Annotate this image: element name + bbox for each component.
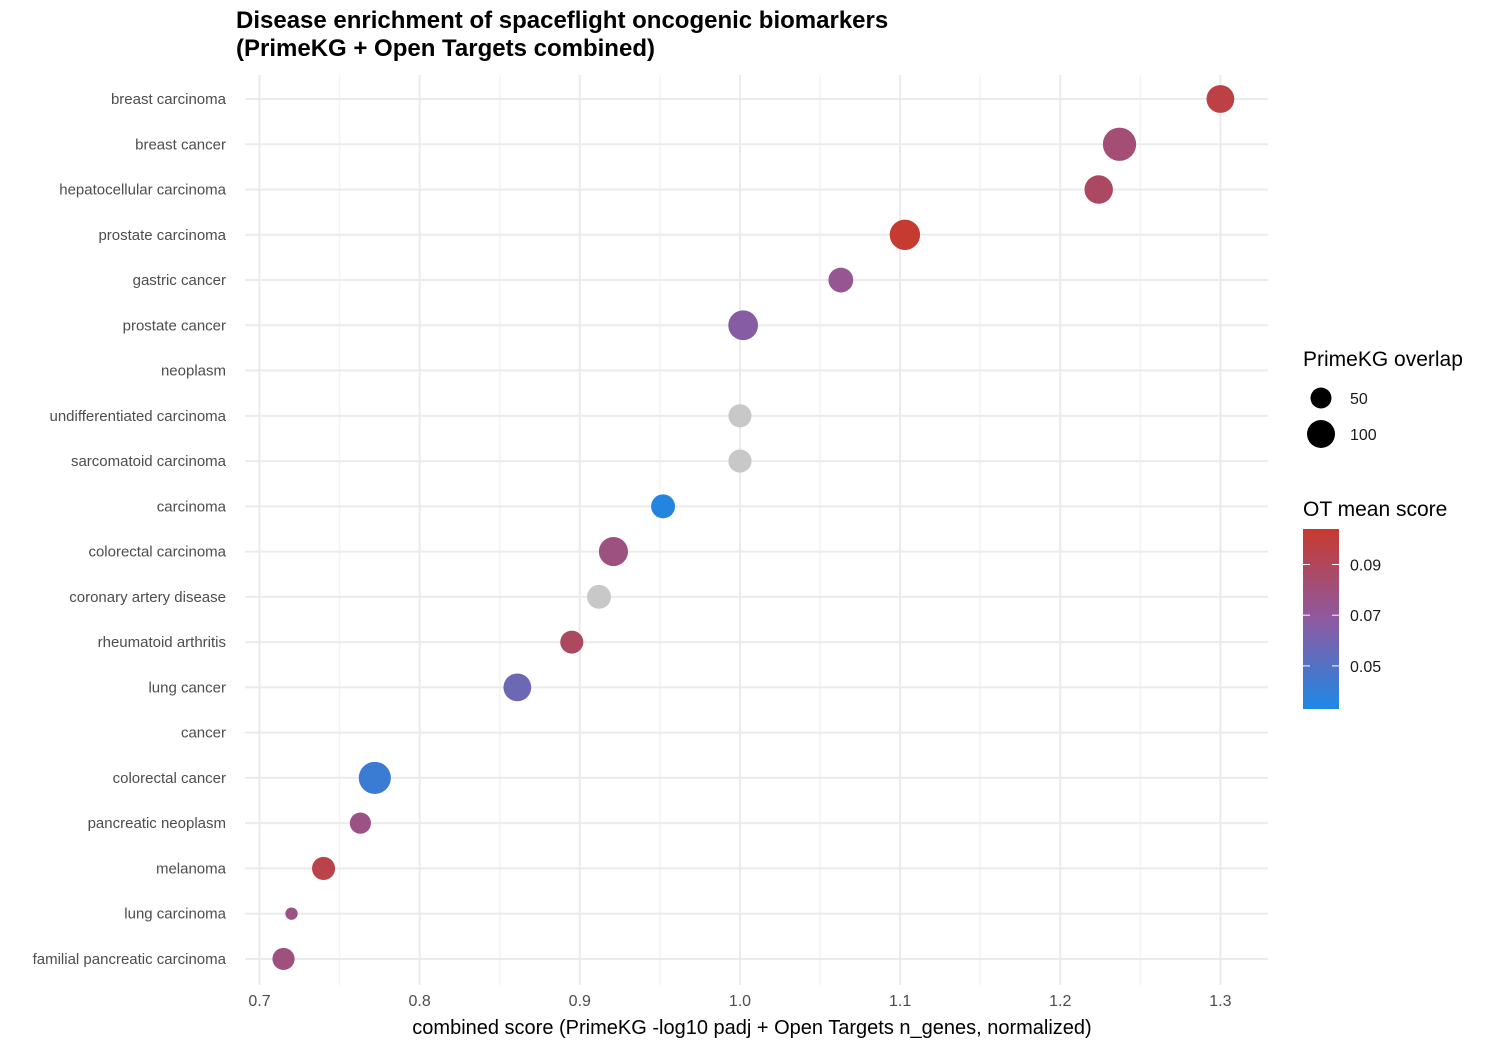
y-tick-label: colorectal carcinoma	[88, 544, 226, 561]
color-legend-label: 0.09	[1350, 557, 1381, 574]
y-tick-label: prostate carcinoma	[98, 227, 226, 244]
size-legend-label: 50	[1350, 391, 1368, 408]
x-axis-title: combined score (PrimeKG -log10 padj + Op…	[412, 1017, 1091, 1039]
color-legend-colorbar	[1303, 529, 1339, 709]
size-legend: PrimeKG overlap 50 100	[1303, 348, 1463, 448]
y-tick-label: neoplasm	[161, 363, 226, 380]
y-tick-label: cancer	[181, 725, 226, 742]
y-tick-label: gastric cancer	[133, 272, 226, 289]
x-tick-label: 1.3	[1209, 993, 1231, 1010]
x-axis-tick-labels: 0.7 0.8 0.9 1.0 1.1 1.2 1.3	[248, 993, 1231, 1010]
size-legend-key	[1307, 420, 1335, 448]
data-point	[358, 761, 391, 794]
x-tick-label: 1.1	[889, 993, 911, 1010]
data-point	[828, 267, 854, 293]
color-legend-label: 0.05	[1350, 659, 1381, 676]
x-tick-label: 0.7	[248, 993, 270, 1010]
y-tick-label: pancreatic neoplasm	[88, 815, 226, 832]
y-tick-label: prostate cancer	[123, 317, 226, 334]
data-point	[651, 494, 676, 519]
data-point	[560, 630, 584, 654]
data-point	[272, 947, 295, 971]
x-tick-label: 1.2	[1049, 993, 1071, 1010]
data-point	[598, 537, 628, 567]
x-tick-label: 0.8	[409, 993, 431, 1010]
x-tick-label: 1.0	[729, 993, 751, 1010]
y-tick-label: familial pancreatic carcinoma	[33, 951, 227, 968]
y-tick-label: carcinoma	[157, 498, 227, 515]
x-tick-label: 0.9	[569, 993, 591, 1010]
y-tick-label: undifferentiated carcinoma	[50, 408, 227, 425]
size-legend-key	[1310, 387, 1332, 409]
data-point	[587, 584, 612, 609]
data-point	[1084, 175, 1113, 204]
y-tick-label: sarcomatoid carcinoma	[71, 453, 227, 470]
data-point	[285, 907, 298, 920]
y-tick-label: coronary artery disease	[69, 589, 226, 606]
color-legend: OT mean score 0.05 0.07 0.09	[1303, 498, 1447, 709]
y-tick-label: lung cancer	[148, 679, 226, 696]
data-point	[1206, 85, 1235, 113]
data-point	[889, 219, 921, 250]
data-point	[312, 856, 336, 880]
data-point	[1102, 127, 1137, 161]
data-points	[272, 85, 1235, 971]
color-legend-title: OT mean score	[1303, 498, 1447, 521]
grid-layer	[245, 75, 1268, 985]
y-tick-label: rheumatoid arthritis	[98, 634, 226, 651]
data-point	[728, 404, 752, 428]
data-point	[728, 310, 759, 341]
y-tick-label: colorectal cancer	[113, 770, 226, 787]
y-tick-label: breast carcinoma	[111, 91, 227, 108]
y-tick-label: melanoma	[156, 860, 227, 877]
data-point	[503, 673, 532, 702]
size-legend-label: 100	[1350, 427, 1377, 444]
color-legend-label: 0.07	[1350, 608, 1381, 625]
y-tick-label: breast cancer	[135, 136, 226, 153]
chart-title-line-2: (PrimeKG + Open Targets combined)	[236, 35, 655, 62]
chart-title: Disease enrichment of spaceflight oncoge…	[236, 7, 895, 62]
size-legend-title: PrimeKG overlap	[1303, 348, 1463, 371]
y-tick-label: lung carcinoma	[124, 906, 226, 923]
y-axis-tick-labels: breast carcinoma breast cancer hepatocellu…	[33, 91, 227, 968]
y-tick-label: hepatocellular carcinoma	[59, 182, 226, 199]
chart-title-line-1: Disease enrichment of spaceflight oncoge…	[236, 7, 888, 34]
data-point	[349, 812, 371, 834]
data-point	[728, 449, 752, 473]
